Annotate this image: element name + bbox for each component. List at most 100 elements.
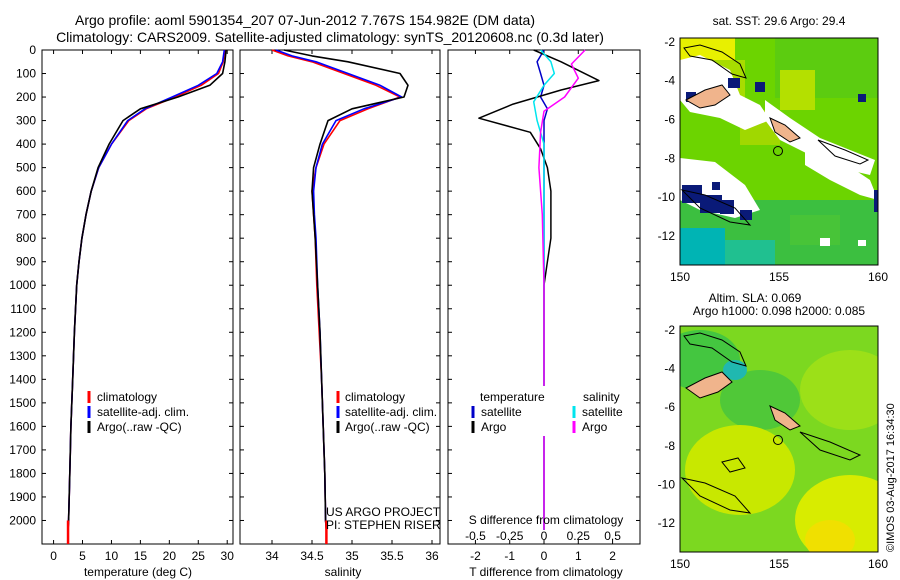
temperature-xtick-label: 15 <box>134 549 148 563</box>
temperature-plot-frame <box>41 49 234 545</box>
sla-map-ytick-label: -2 <box>664 323 675 337</box>
legend-label-satellite: satellite-adj. clim. <box>97 405 189 419</box>
difference-series-t-argo <box>478 49 600 530</box>
figure-title-line2: Climatology: CARS2009. Satellite-adjuste… <box>56 29 604 45</box>
legend-label-argo: Argo(..raw -QC) <box>97 420 182 434</box>
temperature-xtick-label: 25 <box>192 549 206 563</box>
temperature-xlabel: temperature (deg C) <box>84 565 192 579</box>
legend-label-t-argo: Argo <box>481 420 507 434</box>
sst-map-xtick-label: 150 <box>670 270 690 284</box>
legend-label-satellite: satellite-adj. clim. <box>345 405 437 419</box>
depth-tick-label: 400 <box>16 137 36 151</box>
sla-map-xtick-label: 155 <box>769 557 789 571</box>
sst-map-xtick-label: 160 <box>868 270 888 284</box>
salinity-legend: climatology satellite-adj. clim. Argo(..… <box>336 390 437 434</box>
s-diff-tick-label: -0.25 <box>496 529 524 543</box>
difference-legend: temperature satellite Argo salinity sate… <box>471 386 623 436</box>
difference-xtick-label: 2 <box>609 549 616 563</box>
difference-xtick-label: 1 <box>575 549 582 563</box>
temperature-legend: climatology satellite-adj. clim. Argo(..… <box>87 390 189 434</box>
difference-xtick-label: -1 <box>504 549 515 563</box>
depth-tick-label: 700 <box>16 208 36 222</box>
depth-tick-label: 500 <box>16 161 36 175</box>
temperature-series-climatology <box>67 49 226 533</box>
depth-tick-label: 900 <box>16 255 36 269</box>
sla-map-ytick-label: -4 <box>664 361 675 375</box>
sst-map-ytick-label: -10 <box>658 190 676 204</box>
sla-map-title-line2: Argo h1000: 0.098 h2000: 0.085 <box>693 304 865 318</box>
depth-tick-label: 2000 <box>9 513 36 527</box>
legend-title-salinity: salinity <box>583 390 620 404</box>
s-diff-tick-label: 0 <box>541 529 548 543</box>
depth-tick-label: 200 <box>16 90 36 104</box>
sla-map-frame <box>679 325 879 553</box>
depth-tick-label: 600 <box>16 184 36 198</box>
s-diff-tick-label: 0.25 <box>567 529 591 543</box>
argo-location-marker <box>773 146 783 156</box>
sla-map-ytick-label: -10 <box>658 477 676 491</box>
sla-map-ytick-label: -6 <box>664 400 675 414</box>
sla-map-ytick-label: -8 <box>664 439 675 453</box>
temperature-xtick-label: 10 <box>105 549 119 563</box>
salinity-xtick-label: 34.5 <box>300 549 324 563</box>
s-diff-tick-label: -0.5 <box>465 529 486 543</box>
depth-tick-label: 800 <box>16 231 36 245</box>
temperature-xtick-label: 5 <box>79 549 86 563</box>
depth-tick-label: 1200 <box>9 325 36 339</box>
pi-annotation: PI: STEPHEN RISER <box>326 518 441 532</box>
t-diff-xlabel: T difference from climatology <box>469 565 623 579</box>
depth-tick-label: 0 <box>29 43 36 57</box>
project-annotation: US ARGO PROJECT <box>326 505 441 519</box>
depth-tick-label: 1400 <box>9 372 36 386</box>
difference-xtick-label: -2 <box>470 549 481 563</box>
legend-label-s-argo: Argo <box>582 420 608 434</box>
figure-title-line1: Argo profile: aoml 5901354_207 07-Jun-20… <box>75 12 535 28</box>
sla-map-xtick-label: 160 <box>868 557 888 571</box>
difference-series-s-argo <box>538 49 586 530</box>
s-diff-tick-label: 0.5 <box>604 529 621 543</box>
depth-tick-label: 1500 <box>9 396 36 410</box>
salinity-xtick-label: 36 <box>425 549 439 563</box>
salinity-xtick-label: 34 <box>265 549 279 563</box>
salinity-series-argo-raw-qc- <box>283 49 409 530</box>
legend-label-climatology: climatology <box>97 390 157 404</box>
depth-tick-label: 1600 <box>9 419 36 433</box>
temperature-xtick-label: 20 <box>163 549 177 563</box>
imos-timestamp: ©IMOS 03-Aug-2017 16:34:30 <box>885 403 897 552</box>
depth-tick-label: 300 <box>16 114 36 128</box>
depth-tick-label: 1000 <box>9 278 36 292</box>
depth-tick-label: 100 <box>16 67 36 81</box>
salinity-xlabel: salinity <box>325 565 362 579</box>
depth-tick-label: 1700 <box>9 443 36 457</box>
legend-label-s-satellite: satellite <box>582 405 623 419</box>
sst-map-ytick-label: -12 <box>658 229 676 243</box>
temperature-xtick-label: 30 <box>221 549 235 563</box>
salinity-series-climatology <box>271 49 401 533</box>
depth-tick-label: 1900 <box>9 490 36 504</box>
sla-map-xtick-label: 150 <box>670 557 690 571</box>
temperature-series-argo-raw-qc- <box>67 49 227 530</box>
temperature-series-satellite-adj-clim- <box>67 49 226 530</box>
legend-label-argo: Argo(..raw -QC) <box>345 420 430 434</box>
sla-map-ytick-label: -12 <box>658 516 676 530</box>
legend-label-t-satellite: satellite <box>481 405 522 419</box>
sst-map-ytick-label: -6 <box>664 112 675 126</box>
sla-map <box>680 326 878 552</box>
sst-map-frame <box>679 37 879 266</box>
s-diff-label: S difference from climatology <box>469 513 624 527</box>
sst-map-ytick-label: -2 <box>664 35 675 49</box>
sst-map-xtick-label: 155 <box>769 270 789 284</box>
salinity-xtick-label: 35 <box>345 549 359 563</box>
salinity-plot-frame <box>239 49 441 545</box>
argo-location-marker <box>773 435 783 445</box>
sst-map <box>680 38 878 265</box>
sst-map-title: sat. SST: 29.6 Argo: 29.4 <box>713 14 846 28</box>
difference-series-s-satellite <box>532 49 556 530</box>
difference-xtick-label: 0 <box>541 549 548 563</box>
sst-map-ytick-label: -4 <box>664 74 675 88</box>
legend-label-climatology: climatology <box>345 390 405 404</box>
legend-title-temperature: temperature <box>480 390 545 404</box>
depth-tick-label: 1800 <box>9 466 36 480</box>
temperature-xtick-label: 0 <box>50 549 57 563</box>
